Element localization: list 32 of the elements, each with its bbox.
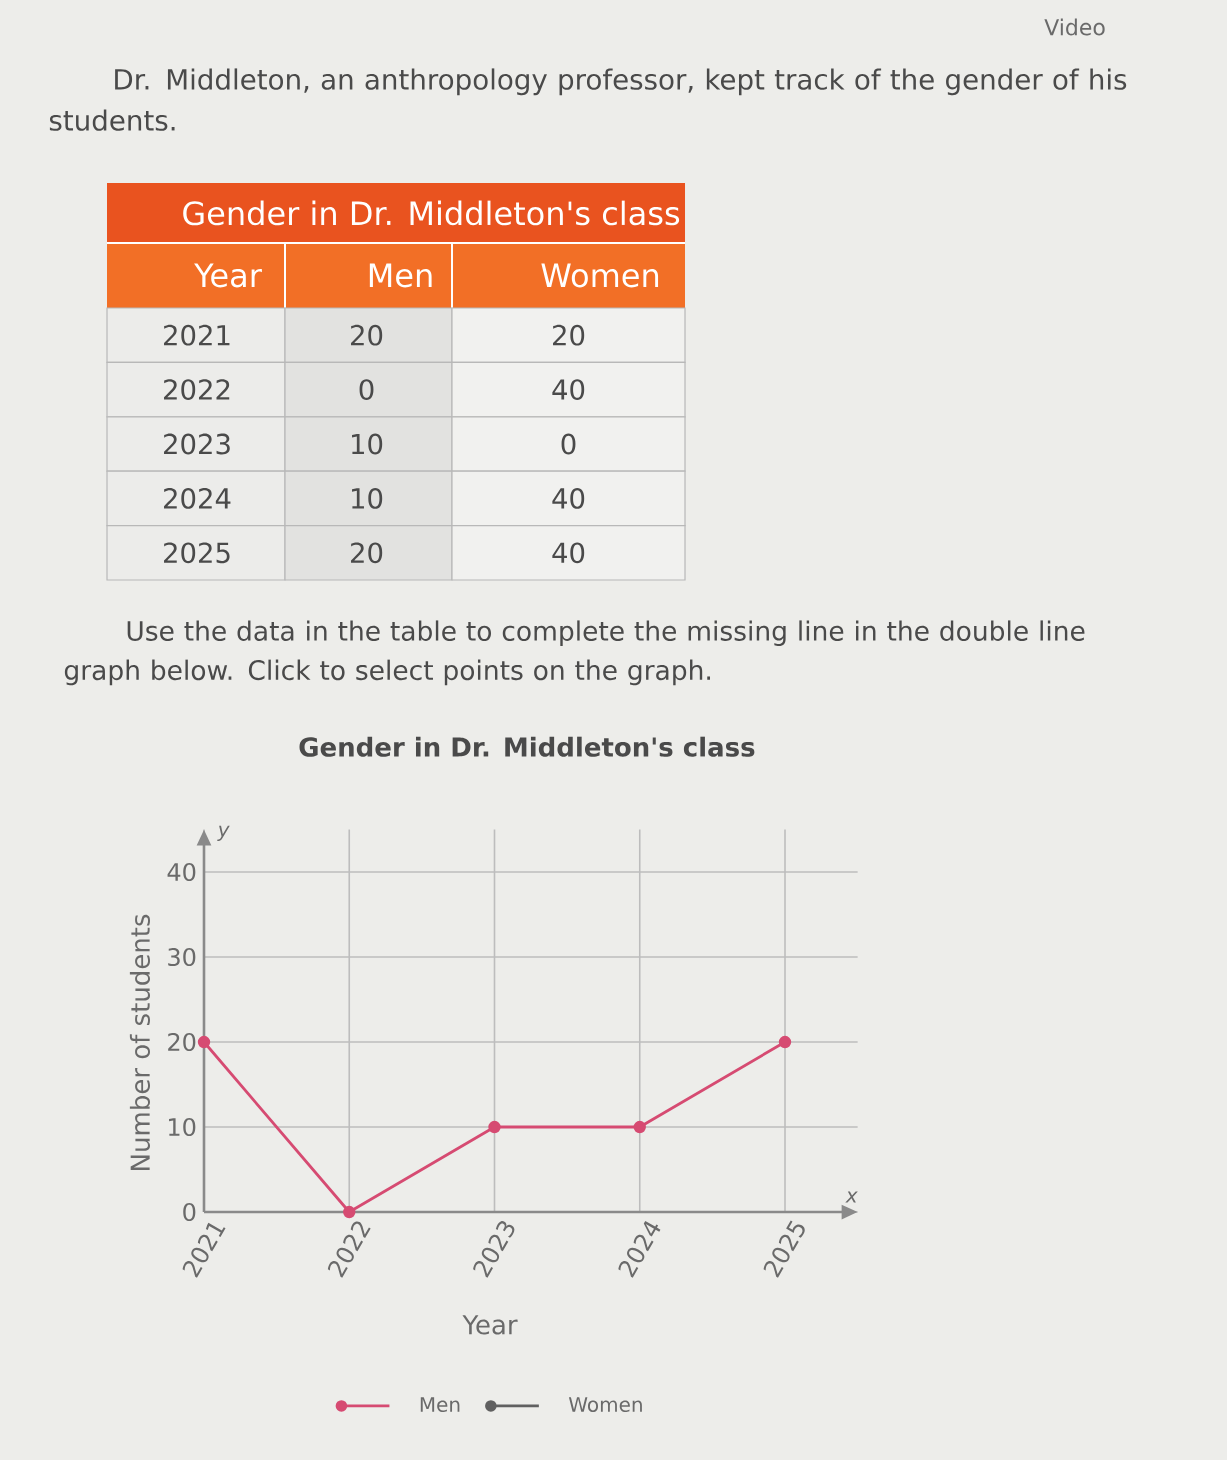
text: Video — [1044, 18, 1105, 36]
y-tick-label: 2024 — [164, 487, 231, 509]
y-tick-label: 2025 — [164, 542, 230, 564]
legend-label: Women — [568, 1397, 642, 1413]
y-tick-label: 2023 — [164, 433, 230, 455]
annotation: x — [845, 1191, 858, 1203]
legend-label: Men — [420, 1397, 460, 1413]
data-label: 0 — [561, 433, 576, 455]
data-label: 10 — [352, 487, 383, 509]
y-axis-title: Number of students — [129, 914, 151, 1170]
data-label: 40 — [552, 542, 585, 564]
y-tick-label: 30 — [168, 947, 196, 967]
y-tick-label: 2022 — [164, 379, 230, 400]
y-tick-label: 10 — [169, 1117, 196, 1137]
y-tick-label: 20 — [168, 1032, 196, 1052]
data-label: 20 — [351, 542, 383, 564]
chart-title: Gender in Dr. Middleton's class — [183, 200, 680, 226]
annotation: y — [217, 825, 230, 841]
y-axis-title: Year — [194, 263, 262, 288]
data-label: 0 — [359, 379, 374, 400]
y-tick-label: 2021 — [164, 324, 230, 346]
chart-title: Gender in Dr. Middleton's class — [299, 736, 755, 757]
data-label: 20 — [351, 324, 383, 346]
data-label: 40 — [552, 487, 585, 509]
y-tick-label: 0 — [183, 1202, 196, 1222]
data-label: 20 — [553, 324, 585, 346]
data-label: 40 — [552, 379, 585, 400]
data-label: 10 — [352, 433, 383, 455]
x-axis-title: Year — [462, 1315, 518, 1335]
text: Use the data in the table to complete the missing line in the double line graph below. Click to select points on the graph. — [64, 620, 1085, 686]
text: Dr. Middleton, an anthropology professor, kept track of the gender of his students. — [49, 68, 1127, 131]
y-tick-label: 40 — [167, 862, 196, 882]
